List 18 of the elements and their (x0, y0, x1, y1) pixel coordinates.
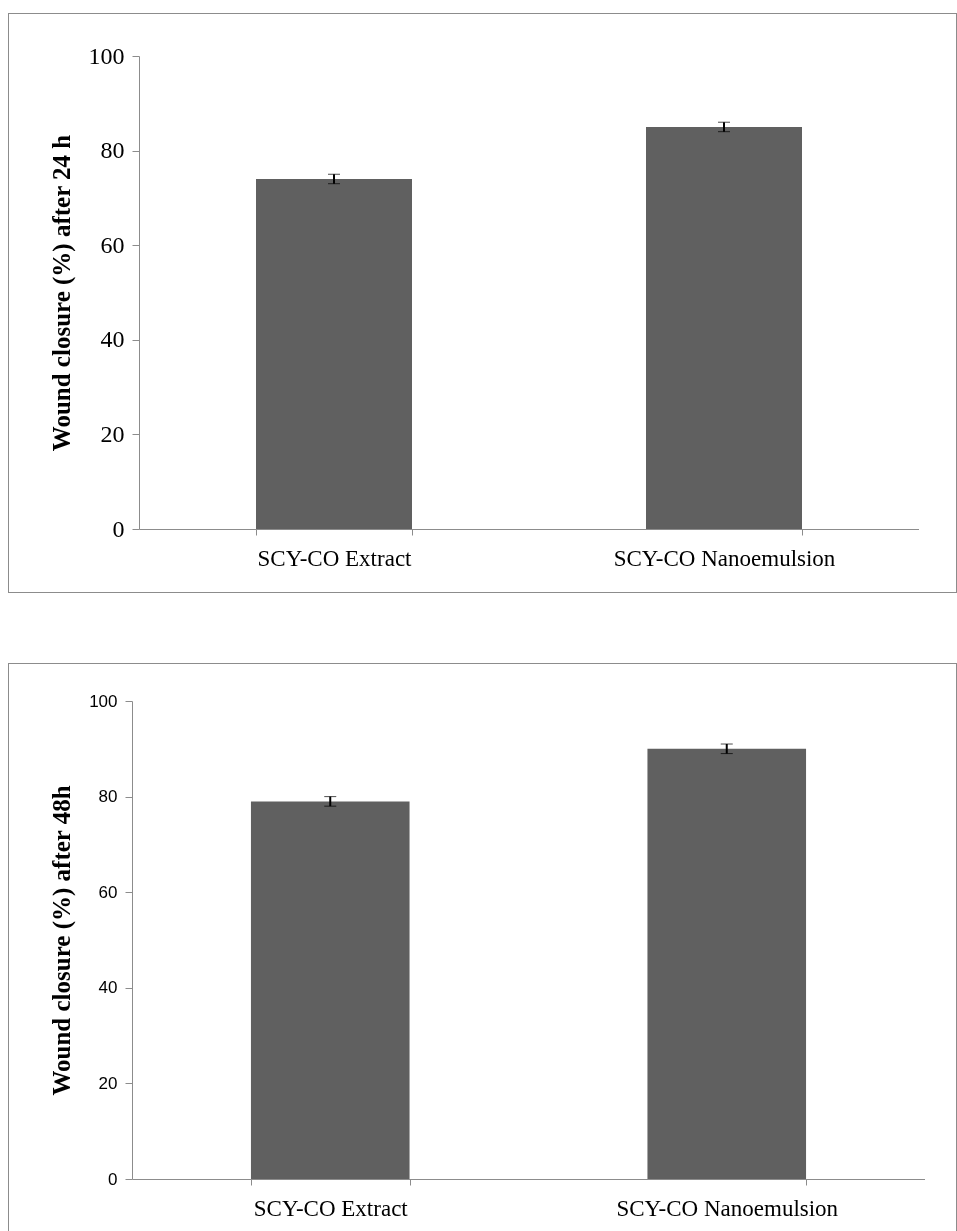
y-tick-label: 100 (88, 42, 125, 69)
x-tick-label: SCY-CO Nanoemulsion (616, 1195, 839, 1221)
y-tick-label: 100 (89, 691, 118, 711)
y-axis-title: Wound closure (%) after 24 h (47, 134, 76, 452)
x-tick-label: SCY-CO Extract (253, 1195, 409, 1221)
y-tick-label: 80 (100, 137, 125, 164)
y-tick-label: 0 (112, 515, 125, 542)
y-tick-label: 80 (98, 787, 118, 807)
y-tick-label: 20 (98, 1073, 118, 1093)
y-tick-label: 20 (100, 420, 125, 447)
y-tick-label: 0 (108, 1169, 118, 1189)
y-axis-title: Wound closure (%) after 48h (48, 785, 77, 1096)
y-tick-label: 40 (98, 978, 118, 998)
x-tick-label: SCY-CO Nanoemulsion (613, 545, 836, 571)
y-tick-label: 40 (100, 326, 125, 353)
x-tick-label: SCY-CO Extract (257, 545, 413, 571)
y-tick-label: 60 (98, 882, 118, 902)
y-tick-label: 60 (100, 231, 125, 258)
